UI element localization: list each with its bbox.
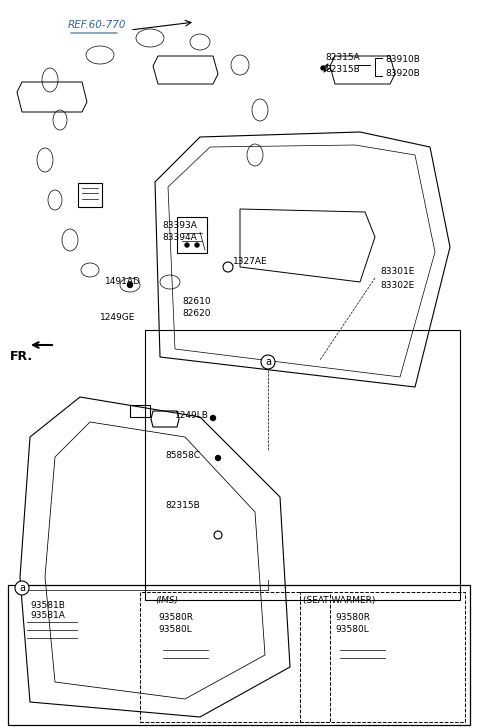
Circle shape (225, 264, 231, 270)
Text: 93580R: 93580R (335, 614, 370, 622)
Text: 82610: 82610 (182, 297, 211, 307)
Circle shape (214, 531, 222, 539)
Text: a: a (19, 583, 25, 593)
Text: 83910B: 83910B (385, 55, 420, 65)
Text: 1249LB: 1249LB (175, 411, 209, 419)
Text: 93580L: 93580L (335, 624, 369, 633)
Circle shape (321, 66, 325, 70)
Text: 1491AD: 1491AD (105, 278, 141, 286)
Text: 93580R: 93580R (158, 614, 193, 622)
Bar (145, 330, 460, 600)
Bar (300, 592, 465, 722)
Text: FR.: FR. (10, 350, 33, 363)
Text: 83394A: 83394A (162, 233, 197, 243)
Text: 93580L: 93580L (158, 624, 192, 633)
Text: (SEAT WARMER): (SEAT WARMER) (303, 595, 376, 604)
Text: 82315B: 82315B (325, 65, 360, 74)
Text: 82315B: 82315B (165, 500, 200, 510)
Circle shape (223, 262, 233, 272)
Circle shape (15, 581, 29, 595)
Text: 83393A: 83393A (162, 220, 197, 230)
Bar (78, 183, 102, 207)
Circle shape (210, 416, 216, 420)
Text: 1327AE: 1327AE (233, 257, 268, 267)
Bar (140, 592, 330, 722)
Bar (8, 585, 470, 725)
Bar (177, 217, 207, 253)
Text: 93581A: 93581A (30, 611, 65, 621)
Text: 83302E: 83302E (380, 281, 414, 289)
Circle shape (216, 456, 220, 460)
Circle shape (185, 243, 189, 247)
Text: 93581B: 93581B (30, 601, 65, 609)
Text: 82620: 82620 (182, 310, 210, 318)
Text: a: a (265, 357, 271, 367)
Text: 83301E: 83301E (380, 268, 414, 276)
Circle shape (261, 355, 275, 369)
Circle shape (195, 243, 199, 247)
Text: REF.60-770: REF.60-770 (68, 20, 126, 30)
Text: 82315A: 82315A (325, 52, 360, 62)
Text: 83920B: 83920B (385, 70, 420, 79)
Text: 1249GE: 1249GE (100, 313, 136, 323)
Text: (IMS): (IMS) (155, 595, 178, 604)
Text: 85858C: 85858C (165, 451, 200, 459)
Circle shape (127, 283, 133, 287)
